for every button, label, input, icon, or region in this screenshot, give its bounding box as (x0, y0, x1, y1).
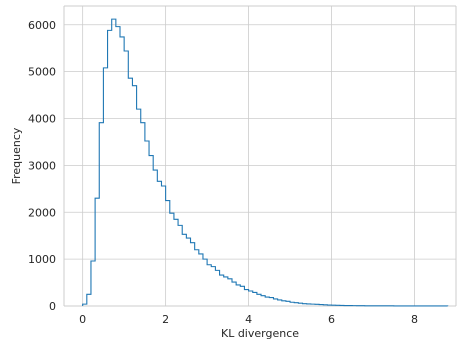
y-tick-label: 2000 (28, 206, 56, 219)
x-axis-label: KL divergence (221, 327, 299, 340)
x-tick-label: 2 (162, 313, 169, 326)
x-tick-label: 6 (328, 313, 335, 326)
gridlines (64, 6, 456, 307)
y-tick-labels: 0 1000 2000 3000 4000 5000 6000 (28, 19, 56, 313)
x-tick-label: 8 (411, 313, 418, 326)
y-tick-label: 0 (49, 300, 56, 313)
plot-frame (63, 5, 457, 307)
y-tick-label: 1000 (28, 253, 56, 266)
y-axis-label: Frequency (10, 127, 23, 184)
y-tick-label: 4000 (28, 113, 56, 126)
y-tick-label: 3000 (28, 159, 56, 172)
y-tick-label: 5000 (28, 66, 56, 79)
y-tick-label: 6000 (28, 19, 56, 32)
x-tick-label: 4 (245, 313, 252, 326)
x-tick-label: 0 (79, 313, 86, 326)
histogram-step-line (82, 18, 449, 307)
x-tick-labels: 0 2 4 6 8 (79, 313, 418, 326)
